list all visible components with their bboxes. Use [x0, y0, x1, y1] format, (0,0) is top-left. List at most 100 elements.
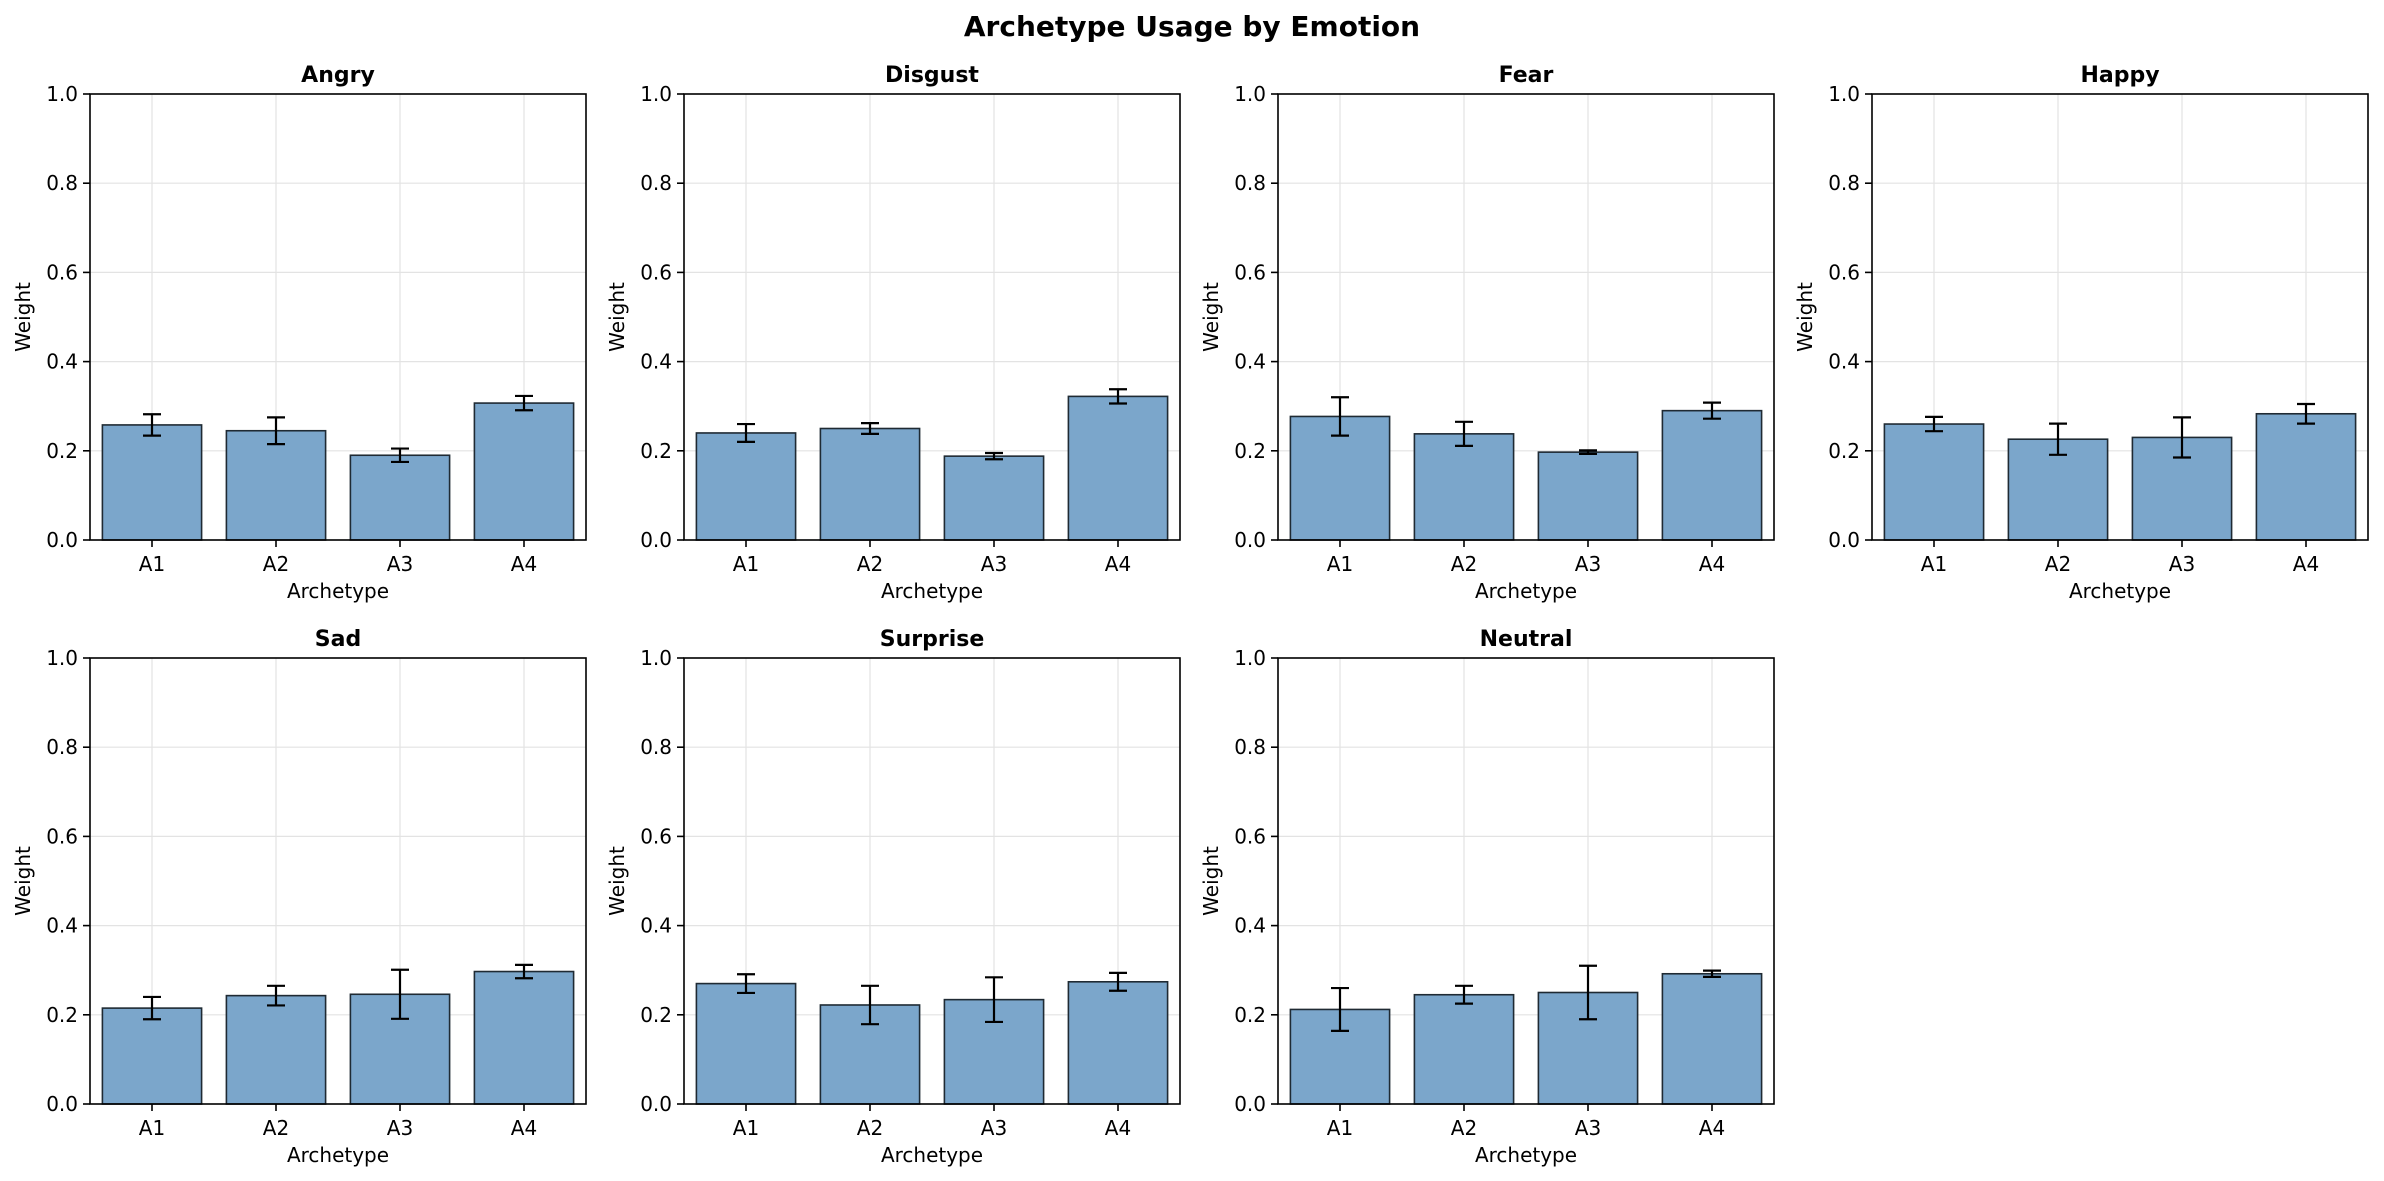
axes-frame: [89, 657, 587, 1105]
y-tick-label: 0.2: [46, 1003, 78, 1027]
y-tick-label: 0.0: [640, 1092, 672, 1116]
x-axis-label: Archetype: [881, 1143, 983, 1167]
bar-a4: [1661, 972, 1763, 1105]
x-tick-label: A1: [139, 1116, 165, 1140]
bar-a1: [101, 1007, 203, 1105]
y-tick-label: 0.8: [640, 171, 672, 195]
x-tick-label: A1: [1921, 552, 1947, 576]
x-axis-label: Archetype: [1475, 1143, 1577, 1167]
x-tick-label: A1: [1327, 1116, 1353, 1140]
bar-a2: [1413, 993, 1515, 1105]
y-tick-label: 0.6: [640, 824, 672, 848]
y-tick-label: 0.8: [640, 735, 672, 759]
y-tick-label: 0.0: [1234, 1092, 1266, 1116]
subplot-title: Sad: [315, 627, 361, 652]
y-tick-label: 1.0: [1828, 82, 1860, 106]
x-axis-label: Archetype: [2069, 579, 2171, 603]
bar-a4: [2255, 412, 2357, 541]
y-axis-label: Weight: [11, 282, 35, 352]
subplot-title: Fear: [1499, 63, 1554, 88]
y-tick-label: 0.2: [1234, 439, 1266, 463]
y-tick-label: 0.2: [640, 1003, 672, 1027]
x-tick-label: A4: [1105, 1116, 1131, 1140]
y-tick-label: 1.0: [1234, 646, 1266, 670]
bar-a4: [1661, 409, 1763, 541]
bar-a4: [1067, 395, 1169, 541]
subplot-title: Disgust: [885, 63, 979, 88]
x-tick-label: A1: [1327, 552, 1353, 576]
bar-a2: [1413, 433, 1515, 541]
subplot-grid: 0.0 0.2 0.4 0.6 0.8 1.0 A1 A2 A3 A4 Angry Archetype…: [11, 63, 2369, 1167]
x-tick-label: A4: [2293, 552, 2319, 576]
subplot-title: Surprise: [880, 627, 985, 652]
x-axis-label: Archetype: [881, 579, 983, 603]
y-axis-label: Weight: [605, 282, 629, 352]
y-tick-label: 0.2: [46, 439, 78, 463]
y-tick-label: 0.6: [640, 260, 672, 284]
x-tick-label: A2: [1451, 1116, 1477, 1140]
x-tick-label: A3: [981, 552, 1007, 576]
bar-a2: [225, 429, 327, 541]
x-tick-label: A1: [139, 552, 165, 576]
axes-frame: [683, 93, 1181, 541]
y-tick-label: 0.0: [1828, 528, 1860, 552]
bar-a3: [349, 454, 451, 541]
x-tick-label: A2: [263, 552, 289, 576]
y-tick-label: 0.4: [1828, 350, 1860, 374]
y-tick-label: 0.4: [46, 350, 78, 374]
y-tick-label: 0.0: [46, 1092, 78, 1116]
x-tick-label: A4: [1699, 552, 1725, 576]
subplot-title: Angry: [301, 63, 375, 88]
y-tick-label: 0.4: [640, 350, 672, 374]
subplot-angry: 0.0 0.2 0.4 0.6 0.8 1.0 A1 A2 A3 A4 Angry Archetype…: [11, 63, 587, 603]
x-tick-label: A3: [1575, 1116, 1601, 1140]
y-tick-label: 0.2: [1234, 1003, 1266, 1027]
axes-frame: [1277, 93, 1775, 541]
subplot-happy: 0.0 0.2 0.4 0.6 0.8 1.0 A1 A2 A3 A4 Happy Archetype…: [1793, 63, 2369, 603]
y-tick-label: 0.8: [46, 171, 78, 195]
y-axis-label: Weight: [605, 846, 629, 916]
x-tick-label: A3: [1575, 552, 1601, 576]
y-tick-label: 0.6: [1828, 260, 1860, 284]
y-axis-label: Weight: [11, 846, 35, 916]
x-tick-label: A2: [263, 1116, 289, 1140]
bar-a3: [1537, 451, 1639, 541]
axes-frame: [1871, 93, 2369, 541]
y-tick-label: 1.0: [1234, 82, 1266, 106]
y-tick-label: 0.8: [1234, 735, 1266, 759]
y-tick-label: 0.4: [1234, 914, 1266, 938]
subplot-sad: 0.0 0.2 0.4 0.6 0.8 1.0 A1 A2 A3 A4 Sad Archetype We…: [11, 627, 587, 1167]
bar-a1: [1289, 415, 1391, 541]
y-axis-label: Weight: [1199, 846, 1223, 916]
bar-a1: [101, 424, 203, 541]
axes-frame: [89, 93, 587, 541]
bar-a2: [819, 427, 921, 541]
x-axis-label: Archetype: [1475, 579, 1577, 603]
y-tick-label: 0.6: [1234, 824, 1266, 848]
x-tick-label: A1: [733, 552, 759, 576]
bar-a4: [473, 402, 575, 541]
subplot-surprise: 0.0 0.2 0.4 0.6 0.8 1.0 A1 A2 A3 A4 Surprise Archet…: [605, 627, 1181, 1167]
y-tick-label: 0.2: [1828, 439, 1860, 463]
x-tick-label: A4: [511, 552, 537, 576]
y-axis-label: Weight: [1199, 282, 1223, 352]
x-tick-label: A2: [857, 1116, 883, 1140]
x-tick-label: A4: [1105, 552, 1131, 576]
y-tick-label: 0.6: [46, 824, 78, 848]
y-tick-label: 1.0: [46, 82, 78, 106]
x-tick-label: A2: [1451, 552, 1477, 576]
y-tick-label: 0.4: [640, 914, 672, 938]
y-tick-label: 0.2: [640, 439, 672, 463]
bar-a3: [943, 455, 1045, 541]
x-tick-label: A2: [857, 552, 883, 576]
axes-frame: [1277, 657, 1775, 1105]
y-tick-label: 1.0: [46, 646, 78, 670]
y-tick-label: 1.0: [640, 82, 672, 106]
axes-frame: [683, 657, 1181, 1105]
x-axis-label: Archetype: [287, 579, 389, 603]
bar-a4: [1067, 980, 1169, 1105]
subplot-title: Happy: [2080, 63, 2159, 88]
y-tick-label: 0.4: [46, 914, 78, 938]
bar-a1: [695, 432, 797, 541]
